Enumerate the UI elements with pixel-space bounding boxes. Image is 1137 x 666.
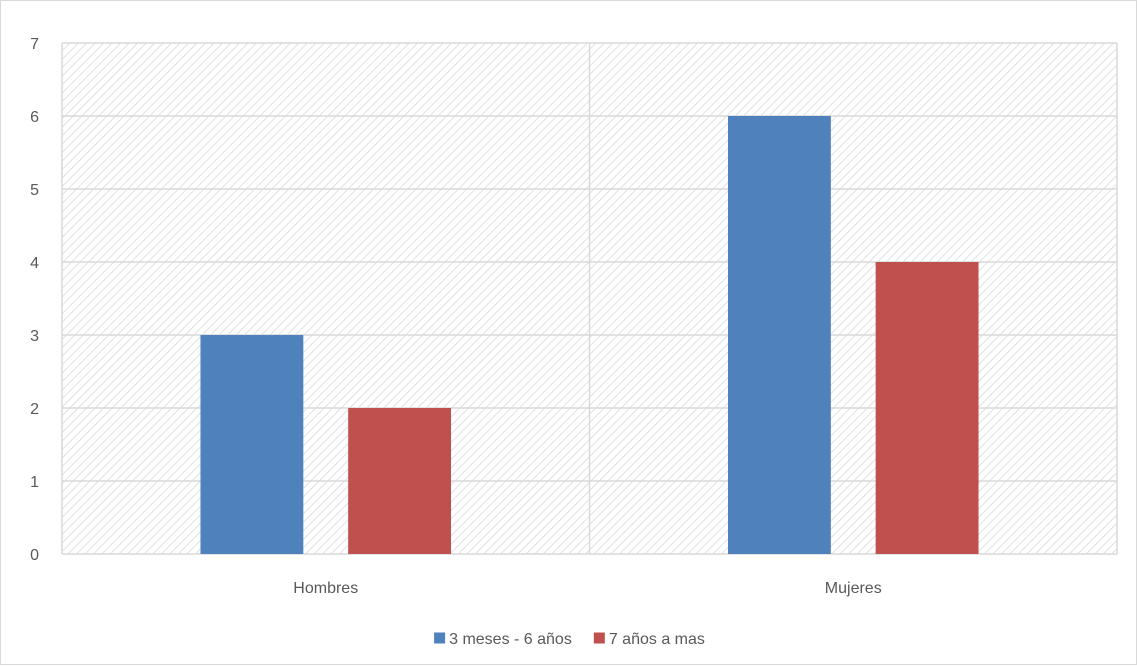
y-tick-label: 5 [30,182,39,199]
x-axis-categories: Hombres Mujeres [293,580,881,597]
y-axis-ticks: 0 1 2 3 4 5 6 7 [30,36,39,564]
y-tick-label: 6 [30,109,39,126]
y-tick-label: 1 [30,474,39,491]
bar-hombres-series-2 [348,408,452,554]
y-tick-label: 0 [30,547,39,564]
legend: 3 meses - 6 años 7 años a mas [434,631,705,648]
bars [200,116,979,554]
bar-mujeres-series-1 [727,116,831,554]
bar-hombres-series-1 [200,335,304,554]
legend-label: 7 años a mas [609,631,705,648]
y-tick-label: 3 [30,328,39,345]
x-category-label: Hombres [293,580,358,597]
y-tick-label: 7 [30,36,39,53]
y-tick-label: 2 [30,401,39,418]
x-category-label: Mujeres [825,580,882,597]
legend-swatch [593,632,605,644]
bar-mujeres-series-2 [875,262,979,554]
legend-label: 3 meses - 6 años [449,631,572,648]
y-tick-label: 4 [30,255,39,272]
legend-swatch [434,632,446,644]
